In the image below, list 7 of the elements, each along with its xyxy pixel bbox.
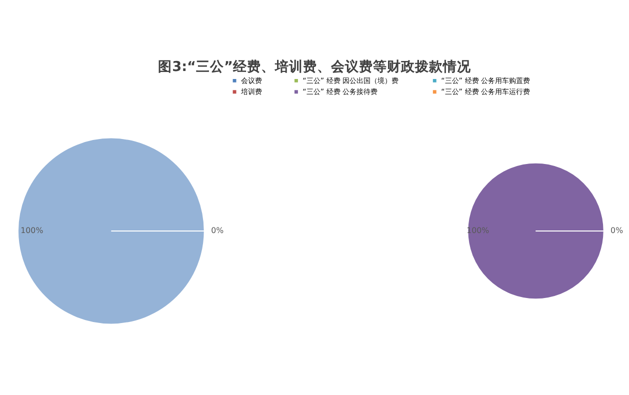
legend-label: “三公” 经费 公务用车购置费 bbox=[441, 76, 530, 85]
legend-label: 会议费 bbox=[240, 76, 262, 85]
legend-label: “三公” 经费 公务用车运行费 bbox=[441, 87, 530, 96]
text: 图3:“三公”经费、培训费、会议费等财政拨款情况 bbox=[158, 58, 472, 76]
legend-label: 培训费 bbox=[240, 87, 262, 96]
legend-label: “三公” 经费 公务接待费 bbox=[302, 87, 378, 96]
legend-label: “三公” 经费 因公出国（境）费 bbox=[302, 76, 399, 85]
